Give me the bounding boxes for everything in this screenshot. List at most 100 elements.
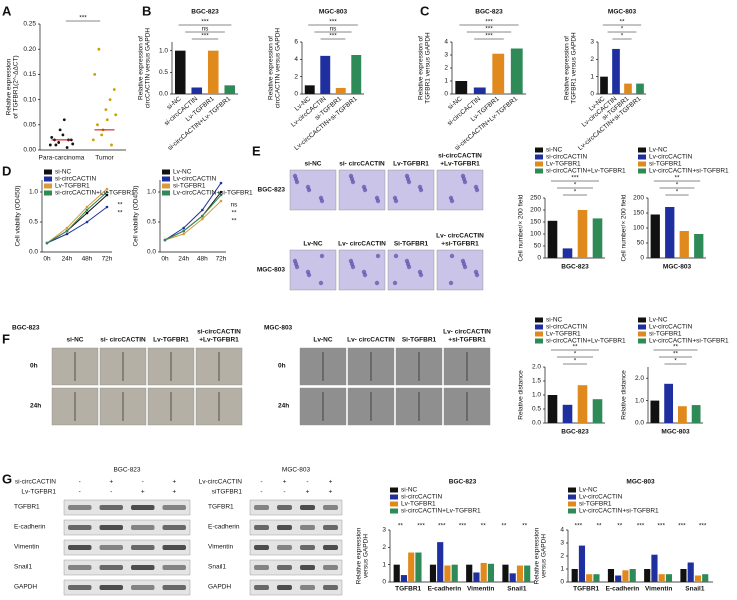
significance: *** (79, 15, 87, 22)
blot-band (300, 505, 315, 510)
series-line (46, 191, 108, 244)
row-label: 24h (278, 403, 289, 410)
legend-label: Lv-circCACTIN+si-TGFBR1 (649, 338, 729, 345)
x-axis-label: BGC-823 (561, 429, 589, 436)
column-label: Lv- circCACTIN (347, 337, 395, 344)
legend-label: si-NC (55, 169, 72, 176)
row-label: 0h (30, 363, 38, 370)
point (45, 241, 49, 245)
bar (492, 53, 505, 94)
cell-stain (448, 280, 454, 286)
condition-label: si-circCACTIN (15, 479, 56, 486)
condition-sign: + (306, 489, 310, 496)
panel-letter: B (142, 3, 151, 18)
legend-swatch (44, 176, 52, 182)
bar (607, 569, 615, 582)
legend-swatch (390, 494, 398, 500)
legend-swatch (568, 508, 576, 514)
blot-band (68, 545, 92, 550)
cell-stain (294, 264, 300, 270)
point (108, 98, 112, 101)
legend-swatch (638, 168, 646, 174)
legend-label: si-circCACTIN (55, 176, 96, 183)
panel-letter: E (252, 143, 261, 158)
x-tick-label: 72h (216, 256, 227, 263)
legend-label: Lv-NC (579, 487, 598, 494)
point (50, 136, 54, 139)
condition-sign: + (329, 479, 333, 486)
legend-swatch (535, 338, 543, 344)
bar (680, 569, 687, 582)
series-line (164, 200, 222, 241)
y-axis-label: versus GAPDH (363, 534, 370, 578)
legend-swatch (638, 147, 646, 153)
blot-band (254, 545, 269, 550)
chart-title: MGC-803 (319, 9, 348, 16)
column-label: Lv-NC (313, 337, 332, 344)
bar (415, 552, 422, 582)
significance: ** (619, 19, 625, 26)
column-label: Lv- circCACTIN (338, 241, 386, 248)
y-tick-label: 4 (560, 527, 564, 534)
blot-band (323, 585, 338, 590)
x-tick-label: 72h (102, 256, 113, 263)
bar (487, 563, 495, 582)
bar (480, 562, 487, 582)
bar (679, 231, 689, 258)
point (97, 47, 101, 51)
x-tick-label: Tumor (95, 155, 114, 162)
point (104, 108, 108, 112)
condition-sign: + (172, 489, 176, 496)
point (201, 208, 204, 212)
legend-label: Lv-circCACTIN (649, 324, 693, 331)
y-tick-label: 0.0 (159, 91, 168, 98)
blot-strip (249, 519, 343, 536)
blot-band (300, 525, 315, 530)
y-tick-label: 4 (294, 56, 298, 63)
significance: ns (231, 202, 239, 209)
y-axis-label: Relative expression of (564, 36, 571, 100)
y-axis-label: Relative expression (6, 58, 13, 115)
y-tick-label: 0.20 (23, 46, 36, 53)
y-tick-label: 50 (534, 243, 542, 250)
blot-band (254, 525, 269, 530)
point (100, 133, 104, 137)
y-axis-label: Cell viability (OD450) (133, 185, 140, 246)
y-tick-label: 3 (382, 527, 386, 534)
bar (650, 214, 660, 258)
legend-label: si-circCACTIN+Lv-TGFBR1 (55, 190, 135, 197)
y-tick-label: 0.15 (23, 71, 36, 78)
legend-swatch (535, 161, 543, 167)
significance: *** (571, 175, 579, 182)
condition-sign: + (172, 479, 176, 486)
point (85, 211, 89, 215)
significance: *** (485, 19, 493, 26)
bar (694, 234, 704, 258)
legend-swatch (535, 317, 543, 323)
x-tick-label: E-cadherin (428, 586, 462, 593)
y-tick-label: 250 (530, 195, 541, 202)
blot-strip (249, 539, 343, 556)
blot-strip (249, 559, 343, 576)
blot-band (162, 505, 186, 510)
bar (644, 569, 651, 582)
legend-label: Lv-circCACTIN (649, 154, 693, 161)
condition-sign: - (283, 489, 285, 496)
chart-title: BGC-823 (191, 9, 219, 16)
y-tick-label: 6 (294, 39, 298, 46)
x-tick-label: 48h (82, 256, 93, 263)
blot-band (300, 545, 315, 550)
cell-stain (350, 264, 356, 270)
column-label: +Lv-TGFBR1 (199, 337, 239, 344)
y-axis-label: Relative expression of (268, 36, 275, 100)
x-axis-label: MGC-803 (661, 429, 690, 436)
micrograph (338, 169, 386, 211)
x-tick-label: 24h (178, 256, 189, 263)
significance: *** (459, 523, 467, 530)
significance: *** (699, 523, 707, 530)
legend-swatch (44, 183, 52, 189)
y-tick-label: 0.5 (147, 219, 156, 226)
cell-stain (319, 198, 325, 204)
significance: * (621, 33, 624, 40)
